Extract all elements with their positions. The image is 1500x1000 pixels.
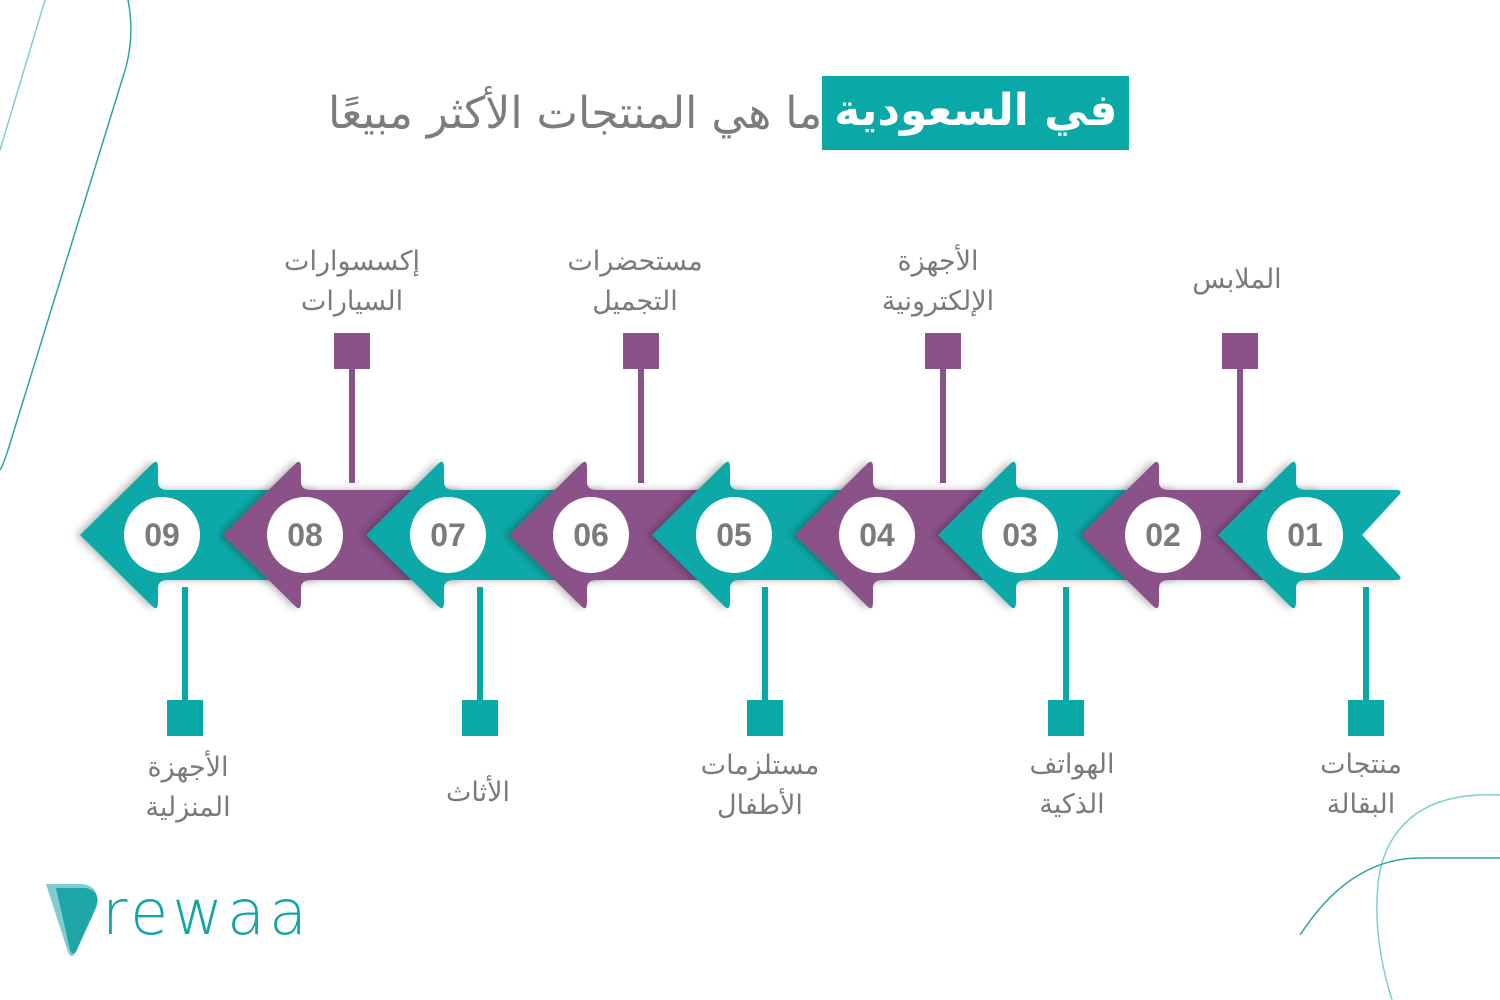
label-line-2: المنزلية	[145, 792, 231, 823]
label-line-1: منتجات	[1320, 749, 1402, 780]
label-line-1: مستلزمات	[700, 750, 820, 781]
step-label-08: إكسسوارات السيارات	[242, 242, 462, 322]
step-number-02: 02	[1125, 497, 1201, 573]
step-label-07: الأثاث	[368, 773, 588, 813]
arrow-07	[366, 461, 606, 609]
step-label-01: منتجات البقالة	[1251, 745, 1471, 825]
step-label-04: الأجهزة الإلكترونية	[828, 242, 1048, 322]
label-line-1: الملابس	[1192, 264, 1282, 295]
rewaa-logo-icon	[46, 884, 98, 956]
step-label-05: مستلزمات الأطفال	[650, 746, 870, 826]
arrow-04	[795, 461, 1035, 609]
arrow-03	[938, 461, 1178, 609]
rewaa-logo-text: rewaa	[102, 876, 311, 949]
step-number-05: 05	[696, 497, 772, 573]
label-line-1: الأثاث	[445, 777, 511, 808]
arrow-05	[652, 461, 892, 609]
label-line-2: البقالة	[1326, 789, 1396, 820]
label-line-1: الأجهزة	[897, 246, 979, 277]
step-number-01: 01	[1267, 497, 1343, 573]
title-main-text: ما هي المنتجات الأكثر مبيعًا	[328, 87, 823, 139]
arrow-08	[223, 461, 463, 609]
step-number-09: 09	[124, 497, 200, 573]
step-label-02: الملابس	[1127, 260, 1347, 300]
label-line-2: السيارات	[300, 286, 404, 317]
label-line-2: الأطفال	[717, 790, 803, 821]
step-label-03: الهواتف الذكية	[962, 745, 1182, 825]
page-title: ما هي المنتجات الأكثر مبيعًا في السعودية	[308, 74, 1198, 152]
arrow-06	[509, 461, 749, 609]
title-highlight: في السعودية	[822, 76, 1130, 150]
step-number-06: 06	[553, 497, 629, 573]
step-number-04: 04	[839, 497, 915, 573]
step-label-06: مستحضرات التجميل	[525, 242, 745, 322]
step-number-03: 03	[982, 497, 1058, 573]
label-line-2: الإلكترونية	[881, 286, 995, 317]
label-line-1: الهواتف	[1029, 749, 1115, 780]
step-number-07: 07	[410, 497, 486, 573]
label-line-1: مستحضرات	[567, 246, 703, 277]
label-line-2: التجميل	[592, 286, 678, 317]
step-number-08: 08	[267, 497, 343, 573]
step-label-09: الأجهزة المنزلية	[78, 748, 298, 828]
bottom-connectors	[167, 587, 1384, 736]
top-connectors	[334, 333, 1258, 483]
label-line-1: إكسسوارات	[284, 246, 420, 277]
label-line-1: الأجهزة	[147, 752, 229, 783]
label-line-2: الذكية	[1039, 789, 1105, 820]
arrow-09	[80, 461, 320, 609]
